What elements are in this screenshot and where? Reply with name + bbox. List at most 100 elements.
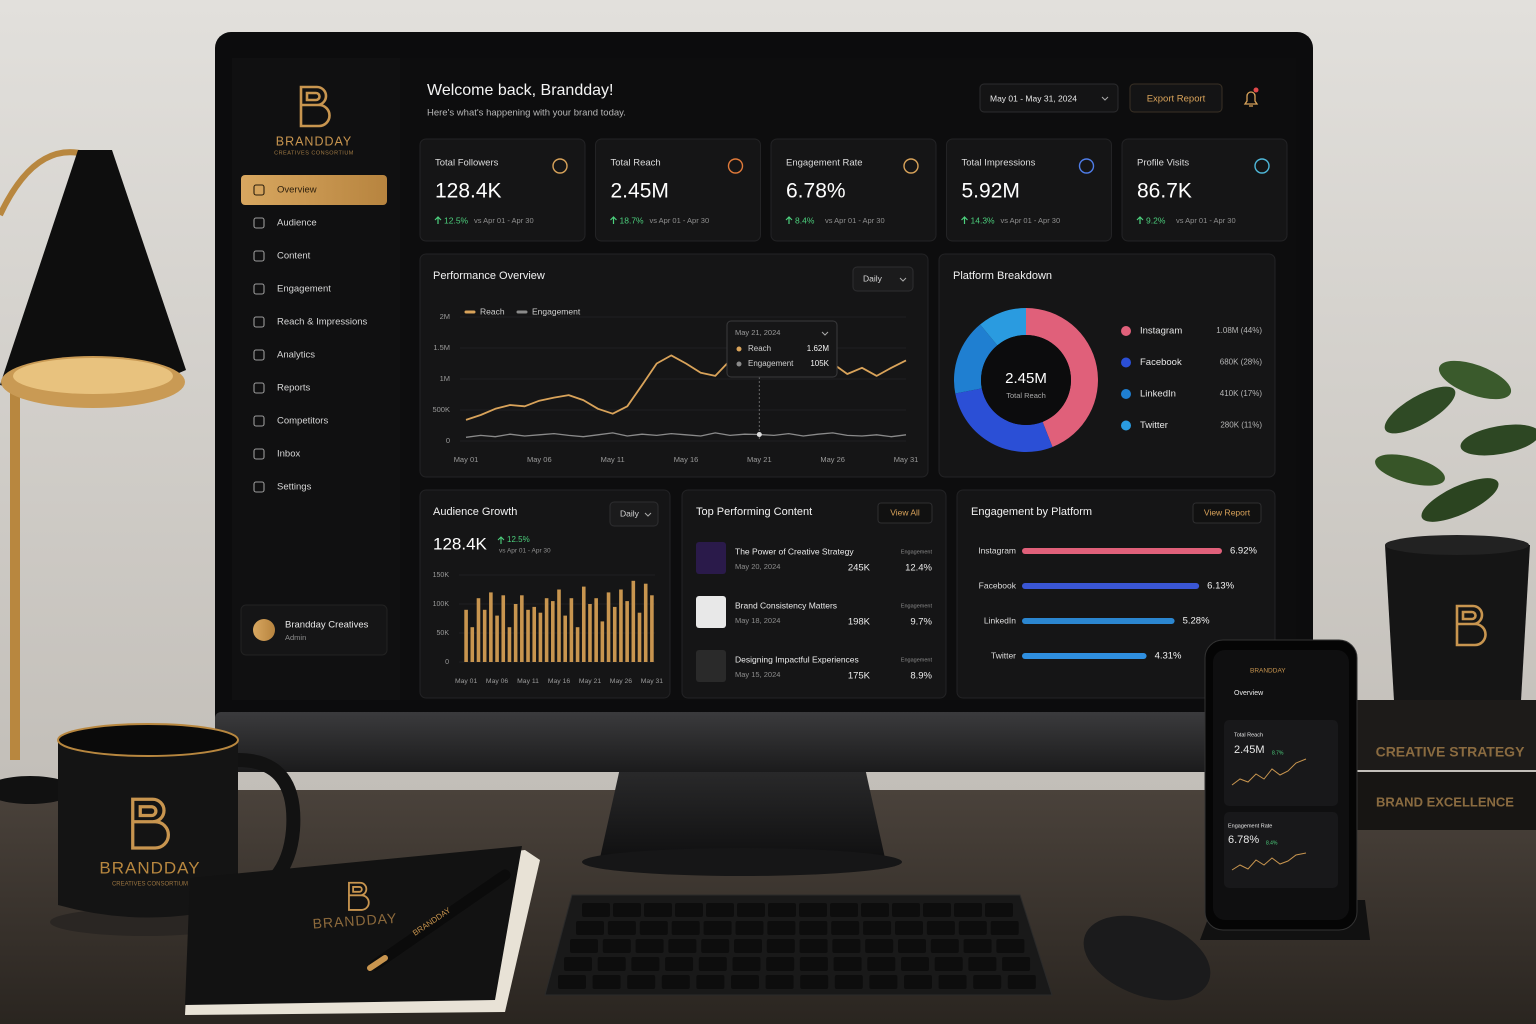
button-bg [1192,502,1262,524]
kpi-icon [727,158,744,174]
mouse [1083,915,1211,1001]
nav-label: Settings [277,482,312,493]
kpi-change: 9.2% [1146,215,1166,225]
legend-dot [1121,357,1131,368]
bar [1022,618,1175,624]
kpi-comparison: vs Apr 01 - Apr 30 [1176,216,1236,225]
notifications[interactable] [1243,87,1259,107]
view-all-button[interactable]: View All [877,502,933,524]
bar-value-label: 5.28% [1183,616,1210,627]
bar [495,615,499,662]
nav-item[interactable]: Audience [253,217,317,229]
key [930,939,959,953]
kpi-card: Engagement Rate 6.78% 8.4% vs Apr 01 - Apr … [770,138,937,242]
bar [507,627,512,662]
content-row[interactable]: The Power of Creative Strategy May 20, 20… [696,542,933,574]
kpi-bg [946,138,1112,242]
bar [520,595,524,662]
panel-title: Performance Overview [433,270,545,282]
export-button[interactable]: Export Report [1129,83,1223,113]
key [767,921,796,935]
nav-item[interactable]: Settings [253,481,312,493]
key [627,975,656,989]
notebook-brand: BRANDDAY [312,910,398,932]
x-tick-label: May 01 [455,678,478,685]
bar [1022,653,1147,659]
user-card[interactable]: Brandday Creatives Admin [240,604,388,656]
welcome-subtitle: Here's what's happening with your brand … [427,108,626,119]
key [892,903,920,917]
tooltip-name: Engagement [748,359,794,368]
sidebar [232,58,400,700]
bar [538,612,543,662]
dropdown-label: Daily [863,273,883,283]
x-tick-label: May 16 [548,678,571,685]
nav-item[interactable]: Overview [241,175,387,205]
key [564,957,592,971]
nav-active [241,175,387,205]
nav-item[interactable]: Analytics [253,349,315,361]
y-tick-label: 2M [440,312,450,321]
view-report-button[interactable]: View Report [1192,502,1262,524]
kpi-card: Total Reach 2.45M 18.7% vs Apr 01 - Apr 30 [595,138,761,242]
y-tick-label: 500K [432,405,450,414]
kpi-bg [770,138,937,242]
key [558,975,586,989]
nav-item[interactable]: Reach & Impressions [253,316,368,328]
bar [476,598,481,662]
legend-dot [1121,420,1131,431]
nav-item[interactable]: Engagement [253,283,331,295]
bar [1022,548,1222,554]
key [923,903,951,917]
content-row[interactable]: Designing Impactful Experiences May 15, 2… [696,650,933,682]
phone-card-value: 2.45M [1234,744,1265,756]
content-metric: Engagement [901,657,933,663]
bar [625,601,629,662]
key [665,957,694,971]
nav-icon [253,217,265,229]
key [833,957,862,971]
user-name: Brandday Creatives [285,620,369,631]
tooltip-name: Reach [748,344,771,353]
phone-card-change: 8.7% [1272,750,1284,756]
nav-item[interactable]: Inbox [253,448,300,460]
bar [637,612,642,662]
legend-label: Facebook [1140,357,1182,368]
nav-item[interactable]: Reports [253,382,311,394]
kpi-value: 128.4K [435,180,502,203]
nav-icon [253,349,265,361]
key [990,921,1019,935]
key [701,939,730,953]
date-range-picker[interactable]: May 01 - May 31, 2024 [979,83,1119,113]
kpi-card: Total Followers 128.4K 12.5% vs Apr 01 - Ap… [419,138,586,242]
key [973,975,1002,989]
period-dropdown[interactable]: Daily [852,266,914,292]
content-row[interactable]: Brand Consistency Matters May 18, 2024 198… [696,596,933,628]
key [635,939,664,953]
phone-card-label: Total Reach [1234,732,1263,738]
nav-item[interactable]: Competitors [253,415,328,427]
kpi-comparison: vs Apr 01 - Apr 30 [474,216,534,225]
key [602,939,631,953]
key [799,903,827,917]
brand-tagline: CREATIVES CONSORTIUM [274,150,354,156]
nav-item[interactable]: Content [253,250,311,262]
kpi-value: 86.7K [1137,180,1192,203]
comparison: vs Apr 01 - Apr 30 [499,548,551,555]
nav-icon [253,382,265,394]
key [901,957,929,971]
panel-title: Audience Growth [433,506,517,518]
bar [606,592,611,662]
content-title: Brand Consistency Matters [735,600,837,610]
phone-card-label: Engagement Rate [1228,823,1272,829]
nav-icon [253,481,265,493]
kpi-change: 8.4% [795,215,815,225]
key [592,975,621,989]
key [706,903,734,917]
kpi-value: 2.45M [611,180,669,203]
kpi-card: Profile Visits 86.7K 9.2% vs Apr 01 - Apr 3… [1121,138,1288,242]
y-tick-label: 1M [440,374,450,383]
period-dropdown[interactable]: Daily [609,501,659,527]
key [661,975,690,989]
